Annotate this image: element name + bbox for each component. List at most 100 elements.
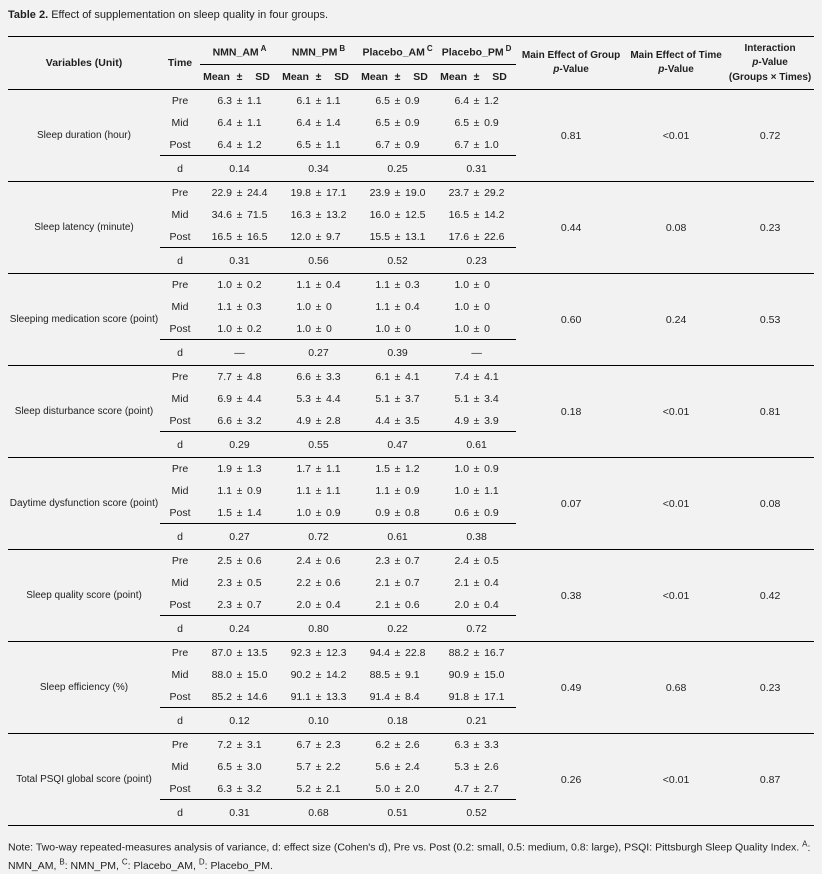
mean-cell: 1.0 <box>454 484 470 497</box>
plus-minus-cell: ± <box>394 484 401 497</box>
mean-header: Mean <box>200 64 233 91</box>
mean-cell: 6.9 <box>217 392 232 405</box>
plus-minus-cell: ± <box>473 392 480 405</box>
plus-minus-cell: ± <box>394 739 401 752</box>
plus-minus-cell: ± <box>473 208 480 221</box>
mean-cell: 1.5 <box>217 506 232 519</box>
sd-cell: 22.8 <box>405 647 426 660</box>
sd-cell: 2.8 <box>326 414 341 427</box>
plus-minus-cell: ± <box>236 414 243 427</box>
mean-cell: 6.3 <box>217 95 232 108</box>
mean-cell: 5.2 <box>296 782 311 795</box>
effect-size-row: d 0.27 0.72 0.61 0.38 <box>8 523 814 550</box>
sd-cell: 0.9 <box>405 116 420 129</box>
mean-cell: 6.2 <box>375 739 391 752</box>
sd-cell: 15.0 <box>484 668 505 681</box>
group-header-nmn-am: NMN_AM A <box>200 36 279 66</box>
sd-cell: 0 <box>326 322 332 335</box>
plus-minus-cell: ± <box>315 598 322 611</box>
sd-cell: 0.6 <box>405 598 420 611</box>
mean-cell: 1.9 <box>217 463 232 476</box>
mean-cell: 6.5 <box>296 138 311 151</box>
plus-minus-cell: ± <box>315 116 322 129</box>
sd-cell: 1.2 <box>247 138 262 151</box>
sd-cell: 3.7 <box>405 392 420 405</box>
variable-cell: Sleep quality score (point) <box>26 590 142 602</box>
plus-minus-cell: ± <box>236 506 243 519</box>
p-interaction-cell: 0.42 <box>759 589 781 602</box>
mean-cell: 5.1 <box>375 392 391 405</box>
sd-cell: 1.1 <box>484 484 499 497</box>
plus-minus-cell: ± <box>315 95 322 108</box>
p-time-cell: <0.01 <box>662 405 690 418</box>
variable-cell: Sleep duration (hour) <box>37 130 131 142</box>
mean-cell: 1.0 <box>296 506 311 519</box>
effect-size-cell: 0.68 <box>279 799 359 826</box>
sd-cell: 1.3 <box>247 463 262 476</box>
sd-cell: 2.4 <box>405 760 420 773</box>
mean-cell: 7.7 <box>217 371 232 384</box>
variable-cell: Sleeping medication score (point) <box>9 314 159 326</box>
sd-cell: 1.4 <box>326 116 341 129</box>
mean-cell: 1.0 <box>454 322 470 335</box>
time-cell: Post <box>169 138 191 151</box>
plus-minus-cell: ± <box>394 414 401 427</box>
time-cell: Post <box>169 598 191 611</box>
sd-cell: 0 <box>484 279 490 292</box>
sd-cell: 13.2 <box>326 208 347 221</box>
sd-cell: 12.3 <box>326 647 347 660</box>
mean-cell: 6.4 <box>454 95 470 108</box>
header-row-stats: Mean ± SD Mean ± SD Mean ± SD Mean ± SD <box>8 64 814 91</box>
effect-size-cell: 0.56 <box>279 247 359 274</box>
plus-minus-cell: ± <box>315 279 322 292</box>
sd-cell: 0.3 <box>405 279 420 292</box>
sd-cell: 71.5 <box>247 208 268 221</box>
mean-cell: 2.0 <box>454 598 470 611</box>
plus-minus-cell: ± <box>315 322 322 335</box>
sd-cell: 0 <box>484 300 490 313</box>
mean-cell: 2.1 <box>375 598 391 611</box>
effect-size-cell: 0.72 <box>279 523 359 550</box>
mean-cell: 2.3 <box>217 576 232 589</box>
sd-cell: 1.2 <box>484 95 499 108</box>
variable-block: Total PSQI global score (point) Pre 7.2 ±3.… <box>8 734 815 826</box>
mean-cell: 5.6 <box>375 760 391 773</box>
effect-size-cell: 0.34 <box>279 155 359 182</box>
time-cell: Mid <box>171 116 189 129</box>
p-interaction-cell: 0.23 <box>759 681 781 694</box>
time-cell: Mid <box>171 300 189 313</box>
time-cell: Post <box>169 690 191 703</box>
mean-cell: 6.6 <box>217 414 232 427</box>
sd-cell: 2.7 <box>484 782 499 795</box>
sd-header: SD <box>246 64 279 91</box>
measurement-row: Post 1.0 ±0.2 1.0 ±0 1.0 ±0 1.0 ±0 <box>8 318 814 340</box>
note-superscript: B <box>59 857 65 867</box>
sd-cell: 1.1 <box>326 484 341 497</box>
sd-cell: 22.6 <box>484 230 505 243</box>
mean-cell: 6.4 <box>217 138 232 151</box>
plus-minus-cell: ± <box>394 187 401 200</box>
effect-size-cell: — <box>200 339 279 366</box>
sd-cell: 0.3 <box>247 300 262 313</box>
p-group-cell: 0.07 <box>560 497 582 510</box>
effect-size-cell: 0.31 <box>200 799 279 826</box>
mean-cell: 4.9 <box>454 414 470 427</box>
sd-cell: 12.5 <box>405 208 426 221</box>
plus-minus-cell: ± <box>473 300 480 313</box>
plus-minus-cell: ± <box>473 116 480 129</box>
sd-cell: 0 <box>326 300 332 313</box>
plus-minus-cell: ± <box>394 322 401 335</box>
time-cell: Post <box>169 782 191 795</box>
mean-cell: 6.5 <box>454 116 470 129</box>
sd-cell: 3.2 <box>247 782 262 795</box>
effect-size-row: d 0.12 0.10 0.18 0.21 <box>8 707 814 734</box>
mean-cell: 2.3 <box>375 555 391 568</box>
sd-cell: 4.4 <box>247 392 262 405</box>
measurement-row: Sleeping medication score (point) Pre 1.0 ±… <box>8 274 814 326</box>
p-interaction-cell: 0.87 <box>759 773 781 786</box>
plus-minus-cell: ± <box>394 300 401 313</box>
effect-size-cell: 0.80 <box>279 615 359 642</box>
mean-cell: 16.0 <box>369 208 391 221</box>
plus-minus-cell: ± <box>394 116 401 129</box>
mean-cell: 2.4 <box>296 555 311 568</box>
